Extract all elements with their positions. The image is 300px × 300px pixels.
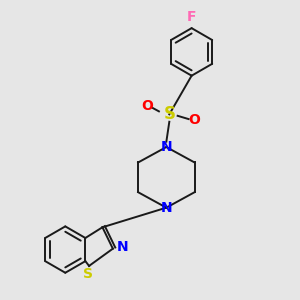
- Text: N: N: [160, 140, 172, 154]
- Text: O: O: [141, 99, 153, 113]
- Text: S: S: [163, 105, 175, 123]
- Text: F: F: [187, 10, 196, 24]
- Text: N: N: [160, 201, 172, 215]
- Text: N: N: [116, 240, 128, 254]
- Text: S: S: [82, 267, 93, 281]
- Text: O: O: [188, 113, 200, 127]
